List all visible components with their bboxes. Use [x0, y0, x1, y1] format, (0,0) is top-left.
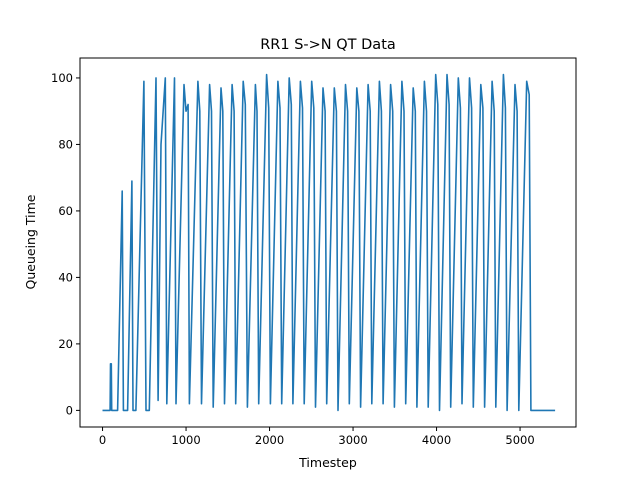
y-axis-ticks: 0 20 40 60 80 100 [51, 71, 80, 417]
chart-title: RR1 S->N QT Data [260, 37, 396, 53]
y-tick-label: 0 [66, 403, 73, 417]
series-line-0 [102, 73, 556, 412]
y-tick-label: 20 [58, 337, 73, 351]
x-tick-label: 4000 [422, 433, 451, 447]
y-tick-label: 40 [58, 270, 73, 284]
x-tick-label: 1000 [171, 433, 200, 447]
x-tick-label: 0 [99, 433, 106, 447]
data-layer [102, 73, 556, 412]
y-tick-label: 100 [51, 71, 73, 85]
axes-frame [79, 57, 577, 428]
x-tick-label: 5000 [505, 433, 534, 447]
x-tick-label: 2000 [255, 433, 284, 447]
x-tick-label: 3000 [338, 433, 367, 447]
x-axis-label: Timestep [298, 455, 357, 470]
x-axis-ticks: 0 1000 2000 3000 4000 5000 [99, 427, 535, 447]
y-axis-label: Queueing Time [23, 194, 38, 289]
y-tick-label: 60 [58, 204, 73, 218]
y-tick-label: 80 [58, 137, 73, 151]
